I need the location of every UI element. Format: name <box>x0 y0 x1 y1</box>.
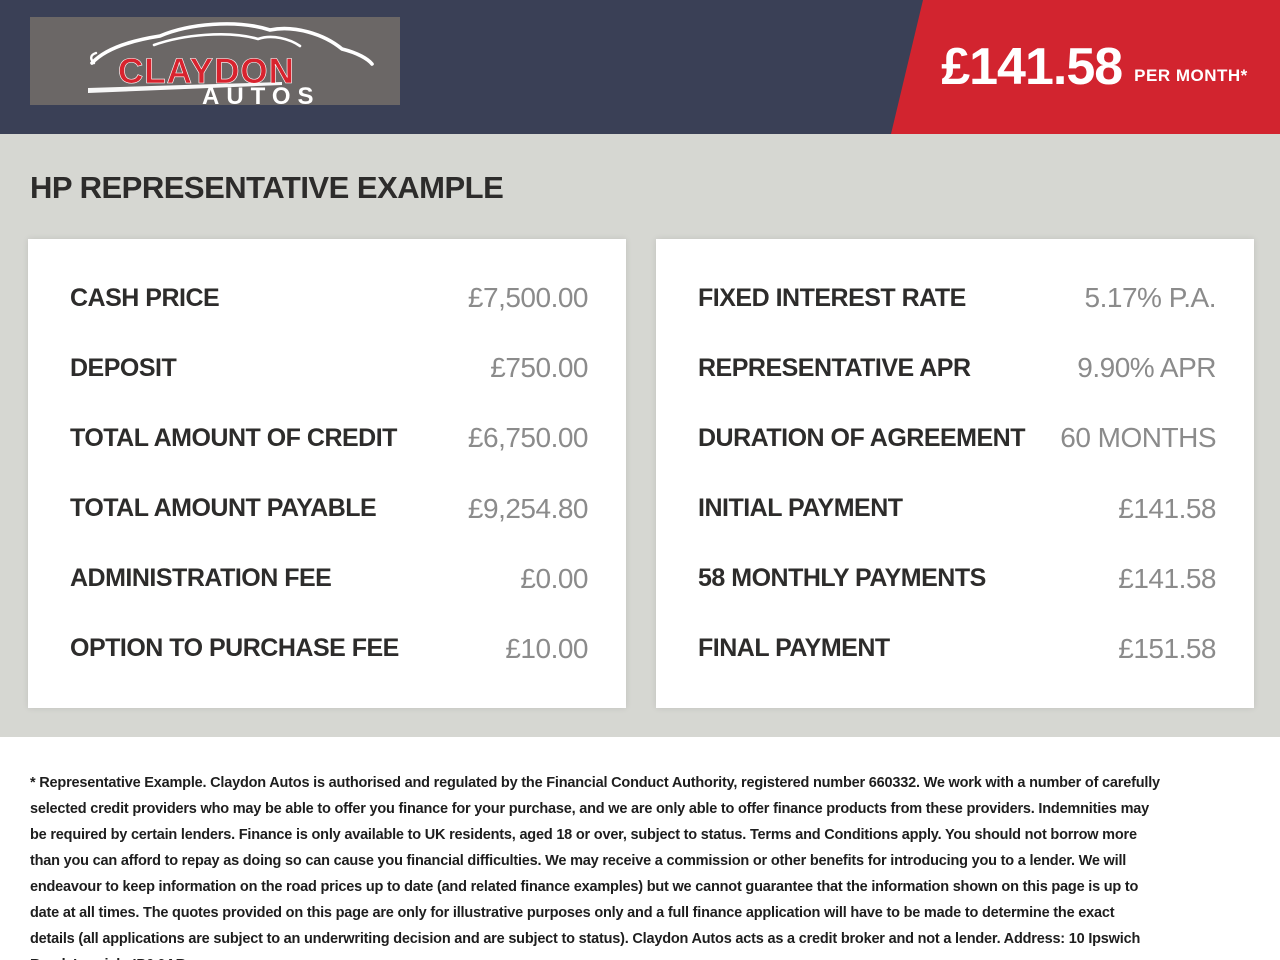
table-row: DEPOSIT £750.00 <box>70 333 588 403</box>
row-label: TOTAL AMOUNT OF CREDIT <box>70 423 397 452</box>
row-label: OPTION TO PURCHASE FEE <box>70 634 399 663</box>
footer: * Representative Example. Claydon Autos … <box>0 737 1280 960</box>
monthly-price: £141.58 <box>941 38 1123 96</box>
table-row: DURATION OF AGREEMENT 60 MONTHS <box>698 403 1216 473</box>
row-value: 9.90% APR <box>1077 352 1216 384</box>
page-title: HP REPRESENTATIVE EXAMPLE <box>30 170 504 206</box>
dealer-logo: CLAYDON AUTOS <box>30 17 400 105</box>
row-value: 5.17% P.A. <box>1084 282 1217 313</box>
table-row: OPTION TO PURCHASE FEE £10.00 <box>70 614 588 684</box>
row-value: £151.58 <box>1118 632 1216 664</box>
car-outline-icon: CLAYDON AUTOS <box>88 22 374 105</box>
per-month-label: PER MONTH* <box>1134 66 1248 85</box>
row-value: £750.00 <box>490 352 588 384</box>
monthly-price-banner: £141.58 PER MONTH* <box>891 0 1280 134</box>
row-label: FIXED INTEREST RATE <box>698 283 966 312</box>
row-label: 58 MONTHLY PAYMENTS <box>698 564 986 593</box>
row-value: £7,500.00 <box>467 282 589 313</box>
main-section: HP REPRESENTATIVE EXAMPLE CASH PRICE £7,… <box>0 134 1280 737</box>
table-row: REPRESENTATIVE APR 9.90% APR <box>698 333 1216 403</box>
brand-name: CLAYDON <box>118 52 295 91</box>
row-label: INITIAL PAYMENT <box>698 494 903 523</box>
brand-subtitle: AUTOS <box>202 83 321 105</box>
row-value: £0.00 <box>520 562 588 594</box>
table-row: 58 MONTHLY PAYMENTS £141.58 <box>698 544 1216 614</box>
row-label: ADMINISTRATION FEE <box>70 564 332 593</box>
row-label: REPRESENTATIVE APR <box>698 353 971 382</box>
table-row: TOTAL AMOUNT OF CREDIT £6,750.00 <box>70 403 589 473</box>
disclaimer-text: * Representative Example. Claydon Autos … <box>30 775 1160 960</box>
row-label: DURATION OF AGREEMENT <box>698 423 1026 452</box>
row-value: £10.00 <box>505 632 588 664</box>
row-value: £6,750.00 <box>467 422 589 454</box>
table-row: FIXED INTEREST RATE 5.17% P.A. <box>698 263 1217 333</box>
row-label: CASH PRICE <box>70 283 220 312</box>
row-value: £141.58 <box>1118 492 1216 524</box>
finance-panel-left: CASH PRICE £7,500.00 DEPOSIT £750.00 TOT… <box>28 239 626 708</box>
row-label: DEPOSIT <box>70 353 177 382</box>
row-value: £9,254.80 <box>467 492 589 524</box>
page-title-text: HP REPRESENTATIVE EXAMPLE <box>30 170 504 205</box>
row-label: TOTAL AMOUNT PAYABLE <box>70 494 377 523</box>
table-row: ADMINISTRATION FEE £0.00 <box>70 544 588 614</box>
table-row: FINAL PAYMENT £151.58 <box>698 614 1216 684</box>
header: CLAYDON AUTOS £141.58 PER MONTH* <box>0 0 1280 134</box>
table-row: TOTAL AMOUNT PAYABLE £9,254.80 <box>70 474 589 544</box>
finance-panel-right: FIXED INTEREST RATE 5.17% P.A. REPRESENT… <box>656 239 1254 708</box>
row-value: 60 MONTHS <box>1060 422 1216 454</box>
finance-panels: CASH PRICE £7,500.00 DEPOSIT £750.00 TOT… <box>28 239 1254 708</box>
row-value: £141.58 <box>1118 562 1216 594</box>
table-row: CASH PRICE £7,500.00 <box>70 263 589 333</box>
table-row: INITIAL PAYMENT £141.58 <box>698 474 1216 544</box>
row-label: FINAL PAYMENT <box>698 634 890 663</box>
